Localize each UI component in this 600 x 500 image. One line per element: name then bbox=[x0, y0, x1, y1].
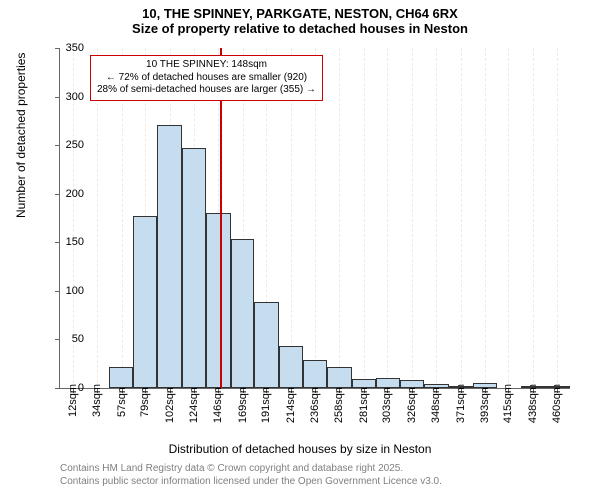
grid-line-v bbox=[533, 48, 534, 388]
grid-line-v bbox=[412, 48, 413, 388]
x-tick-label: 371sqm bbox=[455, 384, 467, 423]
x-tick-label: 415sqm bbox=[502, 384, 514, 423]
histogram-bar bbox=[206, 213, 231, 388]
y-tick-label: 250 bbox=[44, 139, 84, 151]
x-tick-label: 438sqm bbox=[527, 384, 539, 423]
title-line-2: Size of property relative to detached ho… bbox=[0, 21, 600, 36]
y-tick-label: 300 bbox=[44, 91, 84, 103]
x-tick-label: 348sqm bbox=[430, 384, 442, 423]
histogram-bar bbox=[133, 216, 157, 388]
x-axis-label: Distribution of detached houses by size … bbox=[0, 442, 600, 456]
footnote-line-1: Contains HM Land Registry data © Crown c… bbox=[60, 462, 442, 475]
x-tick-label: 281sqm bbox=[358, 384, 370, 423]
footnote-line-2: Contains public sector information licen… bbox=[60, 475, 442, 488]
y-tick-label: 50 bbox=[44, 333, 84, 345]
histogram-bar bbox=[254, 302, 279, 388]
legend-line-1: 10 THE SPINNEY: 148sqm bbox=[97, 59, 316, 72]
grid-line-v bbox=[436, 48, 437, 388]
histogram-bar bbox=[400, 380, 424, 388]
grid-line-v bbox=[557, 48, 558, 388]
histogram-bar bbox=[109, 367, 134, 388]
x-tick-label: 393sqm bbox=[479, 384, 491, 423]
grid-line-v bbox=[364, 48, 365, 388]
x-tick-label: 169sqm bbox=[237, 384, 249, 423]
y-tick-label: 150 bbox=[44, 236, 84, 248]
x-tick-label: 34sqm bbox=[91, 384, 103, 417]
y-tick-label: 200 bbox=[44, 188, 84, 200]
histogram-bar bbox=[449, 386, 473, 388]
chart-title-block: 10, THE SPINNEY, PARKGATE, NESTON, CH64 … bbox=[0, 6, 600, 36]
legend-box: 10 THE SPINNEY: 148sqm← 72% of detached … bbox=[90, 55, 323, 101]
x-tick-label: 258sqm bbox=[333, 384, 345, 423]
grid-line-v bbox=[461, 48, 462, 388]
x-tick-label: 57sqm bbox=[116, 384, 128, 417]
x-tick-label: 460sqm bbox=[551, 384, 563, 423]
x-tick-label: 326sqm bbox=[406, 384, 418, 423]
histogram-bar bbox=[279, 346, 303, 388]
histogram-bar bbox=[473, 383, 497, 388]
y-tick-label: 100 bbox=[44, 285, 84, 297]
x-tick-label: 236sqm bbox=[309, 384, 321, 423]
histogram-bar bbox=[521, 386, 545, 388]
grid-line-v bbox=[508, 48, 509, 388]
x-tick-label: 79sqm bbox=[139, 384, 151, 417]
x-tick-label: 146sqm bbox=[212, 384, 224, 423]
histogram-bar bbox=[545, 386, 570, 388]
histogram-bar bbox=[157, 125, 182, 388]
histogram-bar bbox=[303, 360, 327, 388]
histogram-bar bbox=[327, 367, 352, 388]
footnote: Contains HM Land Registry data © Crown c… bbox=[60, 462, 442, 488]
histogram-bar bbox=[182, 148, 206, 388]
y-tick-label: 0 bbox=[44, 382, 84, 394]
x-tick-label: 102sqm bbox=[164, 384, 176, 423]
x-tick-label: 303sqm bbox=[381, 384, 393, 423]
histogram-bar bbox=[231, 239, 255, 388]
grid-line-v bbox=[339, 48, 340, 388]
grid-line-v bbox=[387, 48, 388, 388]
y-tick-label: 350 bbox=[44, 42, 84, 54]
grid-line-v bbox=[485, 48, 486, 388]
histogram-bar bbox=[352, 379, 376, 388]
title-line-1: 10, THE SPINNEY, PARKGATE, NESTON, CH64 … bbox=[0, 6, 600, 21]
y-axis-label: Number of detached properties bbox=[14, 53, 28, 218]
x-tick-label: 214sqm bbox=[285, 384, 297, 423]
legend-line-2: ← 72% of detached houses are smaller (92… bbox=[97, 72, 316, 85]
histogram-bar bbox=[376, 378, 401, 388]
x-tick-label: 124sqm bbox=[188, 384, 200, 423]
legend-line-3: 28% of semi-detached houses are larger (… bbox=[97, 84, 316, 97]
x-tick-label: 191sqm bbox=[260, 384, 272, 423]
plot-area: 12sqm34sqm57sqm79sqm102sqm124sqm146sqm16… bbox=[60, 48, 570, 388]
histogram-bar bbox=[424, 384, 449, 388]
